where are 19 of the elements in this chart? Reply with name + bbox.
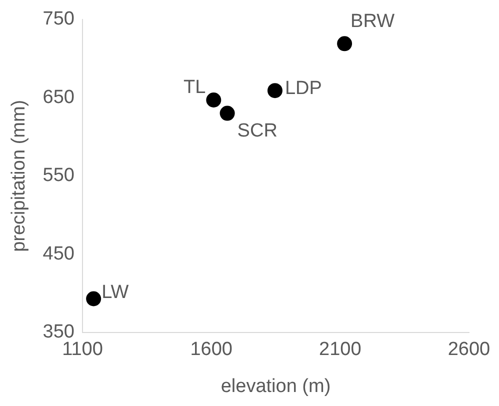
y-tick-label: 450: [42, 243, 74, 264]
x-axis-title: elevation (m): [220, 376, 331, 397]
x-tick-label: 2600: [448, 339, 490, 360]
y-axis-title: precipitation (mm): [8, 100, 30, 252]
annotation: SCR: [237, 120, 278, 142]
annotation: TL: [183, 77, 206, 98]
y-tick-label: 750: [42, 8, 74, 30]
y-tick-label: 650: [42, 86, 74, 108]
y-tick-label: 550: [42, 165, 74, 186]
annotation: BRW: [350, 10, 395, 32]
x-tick-label: 1600: [190, 339, 232, 360]
point: [206, 92, 222, 108]
point: [267, 83, 282, 98]
point: [86, 291, 102, 306]
annotation: LW: [102, 282, 129, 303]
annotation: LDP: [284, 78, 322, 99]
point: [337, 36, 352, 52]
x-tick-label: 2100: [319, 339, 362, 360]
point: [220, 106, 235, 121]
